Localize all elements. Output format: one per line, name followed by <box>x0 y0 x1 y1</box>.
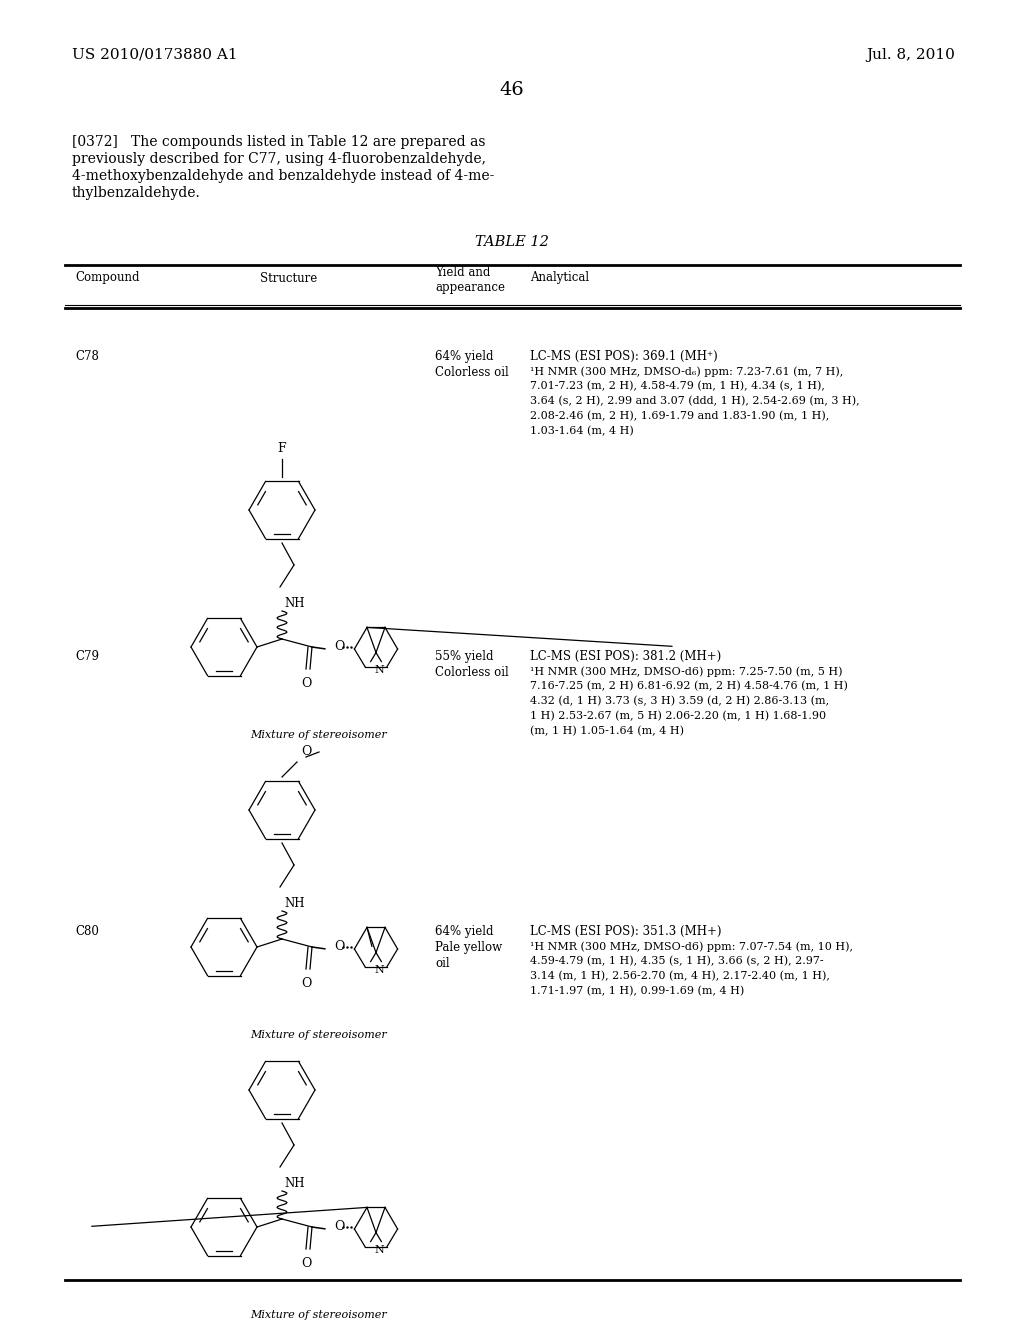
Text: Colorless oil: Colorless oil <box>435 366 509 379</box>
Text: Jul. 8, 2010: Jul. 8, 2010 <box>866 48 955 62</box>
Text: N: N <box>375 665 384 675</box>
Text: appearance: appearance <box>435 281 505 293</box>
Text: NH: NH <box>284 898 304 909</box>
Text: 64% yield: 64% yield <box>435 350 494 363</box>
Text: 4.59-4.79 (m, 1 H), 4.35 (s, 1 H), 3.66 (s, 2 H), 2.97-: 4.59-4.79 (m, 1 H), 4.35 (s, 1 H), 3.66 … <box>530 956 823 966</box>
Text: Analytical: Analytical <box>530 272 589 285</box>
Text: 4-methoxybenzaldehyde and benzaldehyde instead of 4-me-: 4-methoxybenzaldehyde and benzaldehyde i… <box>72 169 495 183</box>
Text: Mixture of stereoisomer: Mixture of stereoisomer <box>250 730 387 741</box>
Text: 64% yield: 64% yield <box>435 925 494 939</box>
Text: 1.71-1.97 (m, 1 H), 0.99-1.69 (m, 4 H): 1.71-1.97 (m, 1 H), 0.99-1.69 (m, 4 H) <box>530 986 744 997</box>
Text: C78: C78 <box>75 350 99 363</box>
Text: O: O <box>301 744 311 758</box>
Text: O: O <box>301 1257 311 1270</box>
Text: Mixture of stereoisomer: Mixture of stereoisomer <box>250 1309 387 1320</box>
Text: ¹H NMR (300 MHz, DMSO-d6) ppm: 7.07-7.54 (m, 10 H),: ¹H NMR (300 MHz, DMSO-d6) ppm: 7.07-7.54… <box>530 941 853 952</box>
Text: ¹H NMR (300 MHz, DMSO-d₆) ppm: 7.23-7.61 (m, 7 H),: ¹H NMR (300 MHz, DMSO-d₆) ppm: 7.23-7.61… <box>530 366 843 376</box>
Text: 2.08-2.46 (m, 2 H), 1.69-1.79 and 1.83-1.90 (m, 1 H),: 2.08-2.46 (m, 2 H), 1.69-1.79 and 1.83-1… <box>530 411 829 421</box>
Text: LC-MS (ESI POS): 381.2 (MH+): LC-MS (ESI POS): 381.2 (MH+) <box>530 649 721 663</box>
Text: O: O <box>301 977 311 990</box>
Text: thylbenzaldehyde.: thylbenzaldehyde. <box>72 186 201 201</box>
Text: 3.64 (s, 2 H), 2.99 and 3.07 (ddd, 1 H), 2.54-2.69 (m, 3 H),: 3.64 (s, 2 H), 2.99 and 3.07 (ddd, 1 H),… <box>530 396 859 407</box>
Text: 46: 46 <box>500 81 524 99</box>
Text: (m, 1 H) 1.05-1.64 (m, 4 H): (m, 1 H) 1.05-1.64 (m, 4 H) <box>530 726 684 737</box>
Text: US 2010/0173880 A1: US 2010/0173880 A1 <box>72 48 238 62</box>
Text: Structure: Structure <box>260 272 317 285</box>
Text: Compound: Compound <box>75 272 139 285</box>
Text: C80: C80 <box>75 925 99 939</box>
Text: 1 H) 2.53-2.67 (m, 5 H) 2.06-2.20 (m, 1 H) 1.68-1.90: 1 H) 2.53-2.67 (m, 5 H) 2.06-2.20 (m, 1 … <box>530 711 826 721</box>
Text: 4.32 (d, 1 H) 3.73 (s, 3 H) 3.59 (d, 2 H) 2.86-3.13 (m,: 4.32 (d, 1 H) 3.73 (s, 3 H) 3.59 (d, 2 H… <box>530 696 829 706</box>
Text: 7.01-7.23 (m, 2 H), 4.58-4.79 (m, 1 H), 4.34 (s, 1 H),: 7.01-7.23 (m, 2 H), 4.58-4.79 (m, 1 H), … <box>530 381 825 391</box>
Text: NH: NH <box>284 597 304 610</box>
Text: Pale yellow: Pale yellow <box>435 941 502 954</box>
Text: O: O <box>334 940 344 953</box>
Text: ¹H NMR (300 MHz, DMSO-d6) ppm: 7.25-7.50 (m, 5 H): ¹H NMR (300 MHz, DMSO-d6) ppm: 7.25-7.50… <box>530 667 843 677</box>
Text: 1.03-1.64 (m, 4 H): 1.03-1.64 (m, 4 H) <box>530 426 634 437</box>
Text: N: N <box>375 1245 384 1255</box>
Text: oil: oil <box>435 957 450 970</box>
Text: 7.16-7.25 (m, 2 H) 6.81-6.92 (m, 2 H) 4.58-4.76 (m, 1 H): 7.16-7.25 (m, 2 H) 6.81-6.92 (m, 2 H) 4.… <box>530 681 848 692</box>
Text: O: O <box>301 677 311 690</box>
Text: O: O <box>334 640 344 653</box>
Text: 55% yield: 55% yield <box>435 649 494 663</box>
Text: NH: NH <box>284 1177 304 1191</box>
Text: Yield and: Yield and <box>435 265 490 279</box>
Text: [0372]   The compounds listed in Table 12 are prepared as: [0372] The compounds listed in Table 12 … <box>72 135 485 149</box>
Text: N: N <box>375 965 384 974</box>
Text: F: F <box>278 442 287 455</box>
Text: TABLE 12: TABLE 12 <box>475 235 549 249</box>
Text: previously described for C77, using 4-fluorobenzaldehyde,: previously described for C77, using 4-fl… <box>72 152 486 166</box>
Text: Colorless oil: Colorless oil <box>435 667 509 678</box>
Text: O: O <box>334 1221 344 1233</box>
Text: LC-MS (ESI POS): 351.3 (MH+): LC-MS (ESI POS): 351.3 (MH+) <box>530 925 722 939</box>
Text: 3.14 (m, 1 H), 2.56-2.70 (m, 4 H), 2.17-2.40 (m, 1 H),: 3.14 (m, 1 H), 2.56-2.70 (m, 4 H), 2.17-… <box>530 972 829 981</box>
Text: Mixture of stereoisomer: Mixture of stereoisomer <box>250 1030 387 1040</box>
Text: LC-MS (ESI POS): 369.1 (MH⁺): LC-MS (ESI POS): 369.1 (MH⁺) <box>530 350 718 363</box>
Text: C79: C79 <box>75 649 99 663</box>
